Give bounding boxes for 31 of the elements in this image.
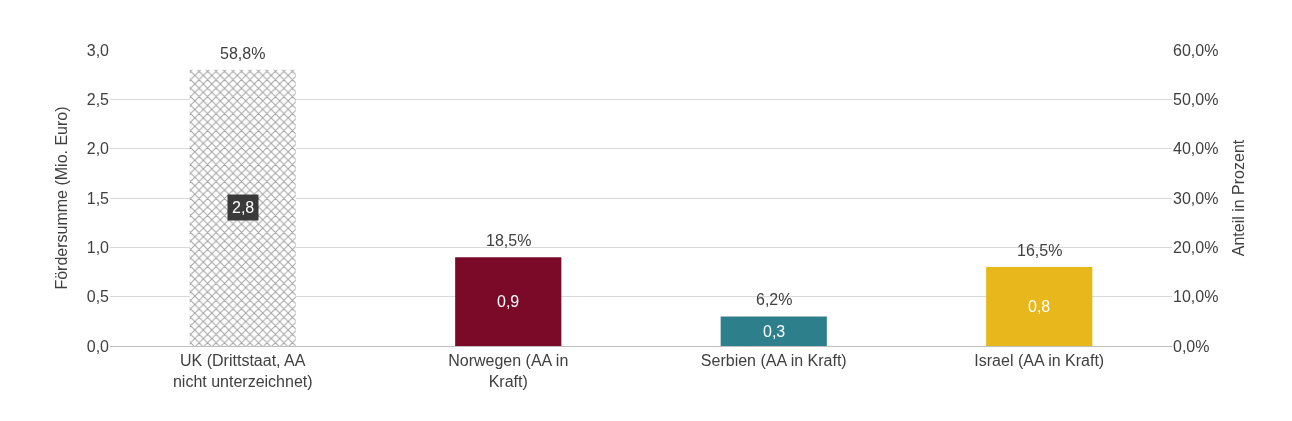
y2-tick-label: 0,0% (1173, 337, 1210, 355)
y-tick-label: 3,0 (86, 41, 110, 59)
bar (986, 267, 1093, 346)
annotation: 18,5% (486, 232, 532, 249)
data-label: 0,9 (497, 293, 520, 310)
annotation: 6,2% (756, 291, 793, 308)
y-tick-label: 2,0 (86, 140, 110, 158)
data-label: 0,3 (763, 323, 786, 340)
y-tick-label: 1,5 (86, 189, 110, 207)
x-tick-label: Israel (AA in Kraft) (974, 352, 1105, 370)
y-tick-label: 0,5 (86, 288, 110, 306)
data-label: 2,8 (232, 199, 255, 216)
bar (189, 69, 296, 346)
y2-tick-label: 20,0% (1173, 238, 1219, 256)
data-label: 0,8 (1028, 298, 1051, 315)
y2-tick-label: 10,0% (1173, 288, 1219, 306)
annotation: 16,5% (1017, 242, 1063, 259)
annotation: 58,8% (220, 45, 266, 62)
x-tick-label: Serbien (AA in Kraft) (700, 352, 847, 370)
y2-axis-title: Anteil in Prozent (1230, 139, 1248, 257)
y-axis-title: Fördersumme (Mio. Euro) (52, 106, 70, 290)
bar (455, 257, 562, 346)
y-tick-label: 2,5 (86, 90, 110, 108)
y2-tick-label: 60,0% (1173, 41, 1219, 59)
y-tick-label: 1,0 (86, 238, 110, 256)
x-tick-label: Norwegen (AA in Kraft) (448, 352, 569, 390)
y-tick-label: 0,0 (86, 337, 110, 355)
x-tick-label: UK (Drittstaat, AA nicht unterzeichnet) (172, 352, 313, 390)
y2-tick-label: 40,0% (1173, 140, 1219, 158)
y2-tick-label: 50,0% (1173, 90, 1219, 108)
y2-tick-label: 30,0% (1173, 189, 1219, 207)
